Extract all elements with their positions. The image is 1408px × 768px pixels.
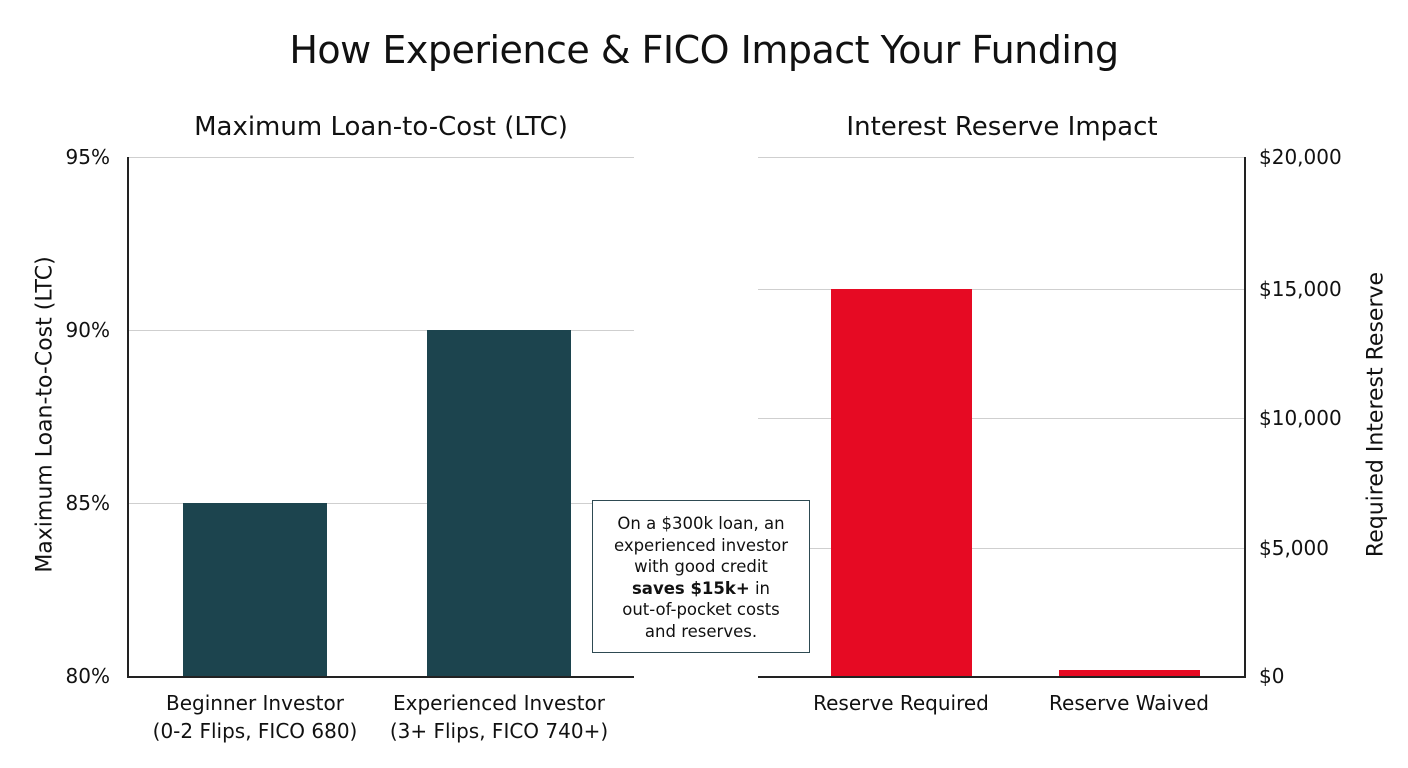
callout-line: On a $300k loan, an xyxy=(617,514,785,533)
gridline-85 xyxy=(128,503,634,504)
bar-reserve-waived xyxy=(1059,670,1200,677)
ytick-95: 95% xyxy=(65,145,110,169)
category-experienced-line1: Experienced Investor xyxy=(392,691,606,715)
ltc-y-axis xyxy=(127,157,129,678)
savings-callout: On a $300k loan, an experienced investor… xyxy=(592,500,810,653)
ltc-y-axis-label: Maximum Loan-to-Cost (LTC) xyxy=(32,256,58,573)
bar-reserve-required xyxy=(831,289,972,677)
callout-text: in xyxy=(749,578,770,598)
callout-highlight: saves $15k+ xyxy=(631,578,750,598)
page-title: How Experience & FICO Impact Your Fundin… xyxy=(289,28,1119,72)
gridline-90 xyxy=(128,330,634,331)
ltc-chart-title: Maximum Loan-to-Cost (LTC) xyxy=(194,112,568,142)
category-experienced: Experienced Investor (3+ Flips, FICO 740… xyxy=(374,689,624,745)
callout-line: and reserves. xyxy=(644,621,758,641)
ytick-90: 90% xyxy=(65,318,110,342)
gridline-10000 xyxy=(758,418,1245,419)
ytick-10000: $10,000 xyxy=(1259,406,1342,430)
gridline-5000 xyxy=(758,548,1245,549)
bar-experienced-investor xyxy=(427,330,571,677)
ltc-x-axis xyxy=(127,676,634,678)
ytick-85: 85% xyxy=(65,491,110,515)
ytick-0: $0 xyxy=(1259,664,1285,688)
ytick-5000: $5,000 xyxy=(1259,536,1329,560)
reserve-chart-title: Interest Reserve Impact xyxy=(846,112,1158,142)
gridline-95 xyxy=(128,157,634,158)
callout-line: out-of-pocket costs xyxy=(622,600,780,619)
bar-beginner-investor xyxy=(183,503,327,677)
category-beginner: Beginner Investor (0-2 Flips, FICO 680) xyxy=(135,689,375,745)
category-reserve-waived: Reserve Waived xyxy=(1049,691,1209,715)
category-beginner-line2: (0-2 Flips, FICO 680) xyxy=(152,719,358,743)
category-beginner-line1: Beginner Investor xyxy=(166,691,344,715)
callout-line: saves $15k+ in xyxy=(593,578,809,600)
reserve-y-axis xyxy=(1244,157,1246,678)
ytick-20000: $20,000 xyxy=(1259,145,1342,169)
ytick-80: 80% xyxy=(65,664,110,688)
gridline-15000 xyxy=(758,289,1245,290)
category-reserve-required: Reserve Required xyxy=(813,691,989,715)
category-experienced-line2: (3+ Flips, FICO 740+) xyxy=(389,719,609,743)
reserve-x-axis xyxy=(758,676,1246,678)
ytick-15000: $15,000 xyxy=(1259,277,1342,301)
reserve-y-axis-label: Required Interest Reserve xyxy=(1363,271,1389,558)
callout-line: experienced investor xyxy=(613,535,789,555)
gridline-20000 xyxy=(758,157,1245,158)
callout-line: with good credit xyxy=(634,557,768,576)
